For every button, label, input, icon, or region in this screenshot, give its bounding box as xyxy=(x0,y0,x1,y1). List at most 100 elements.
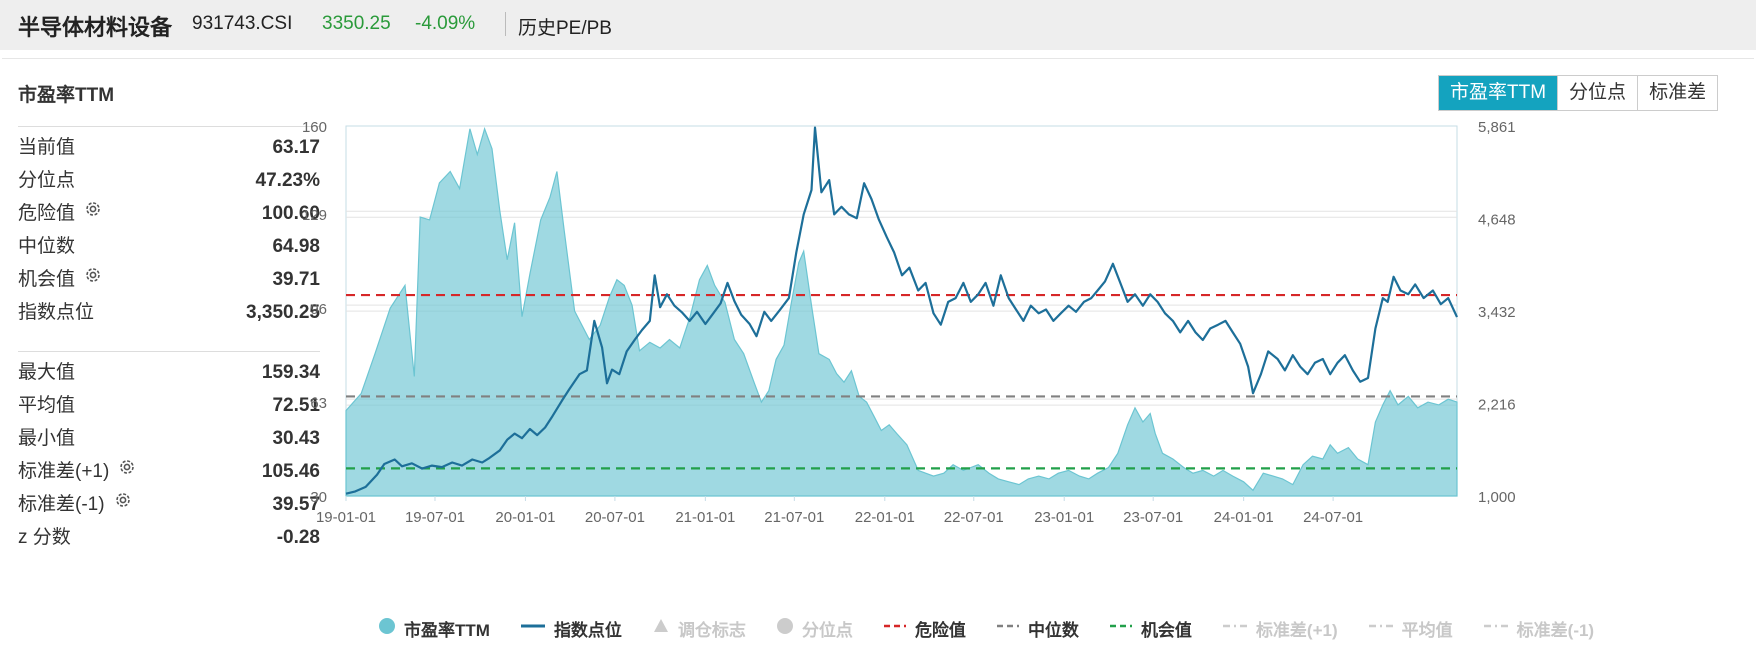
x-tick-label: 22-07-01 xyxy=(944,509,1004,526)
legend-item[interactable]: 中位数 xyxy=(996,616,1079,641)
stat-label: 最小值 xyxy=(18,428,76,449)
legend-dashdot-icon xyxy=(1483,617,1509,640)
x-tick-label: 23-07-01 xyxy=(1123,509,1183,526)
legend-dash-icon xyxy=(1109,617,1133,640)
y-left-tick-label: 63 xyxy=(310,395,327,412)
x-tick-label: 24-07-01 xyxy=(1303,509,1363,526)
legend-dash-icon xyxy=(883,617,907,640)
x-tick-label: 21-07-01 xyxy=(764,509,824,526)
stat-label: 机会值 xyxy=(18,263,103,296)
x-tick-label: 20-07-01 xyxy=(585,509,645,526)
legend-item[interactable]: 调仓标志 xyxy=(652,616,746,641)
y-right-tick-label: 2,216 xyxy=(1478,396,1516,413)
section-title: 市盈率TTM xyxy=(18,85,115,106)
stat-row: 分位点 47.23% xyxy=(18,164,320,197)
legend-item[interactable]: 标准差(-1) xyxy=(1483,616,1594,641)
history-pe-pb-link[interactable]: 历史PE/PB xyxy=(518,18,612,39)
stat-value: 47.23% xyxy=(255,170,320,191)
x-tick-label: 21-01-01 xyxy=(675,509,735,526)
legend-circle-icon xyxy=(776,617,794,640)
legend-label: 市盈率TTM xyxy=(404,620,490,640)
legend-triangle-icon xyxy=(652,617,670,640)
stat-label: 中位数 xyxy=(18,236,76,257)
stat-row: 标准差(-1) 39.57 xyxy=(18,488,320,521)
legend-dashdot-icon xyxy=(1222,617,1248,640)
x-tick-label: 20-01-01 xyxy=(495,509,555,526)
legend-line-icon xyxy=(520,617,546,640)
chart-panel xyxy=(2,58,1754,668)
legend-label: 调仓标志 xyxy=(677,620,746,640)
series-pe-ttm-area xyxy=(345,126,1458,497)
stat-label: 当前值 xyxy=(18,137,76,158)
stat-value: 159.34 xyxy=(261,362,320,383)
settings-gear-icon[interactable] xyxy=(117,455,137,488)
stat-row: 机会值 39.71 xyxy=(18,263,320,296)
stat-value: 105.46 xyxy=(261,461,320,482)
stat-value: 100.60 xyxy=(261,203,320,224)
legend-label: 分位点 xyxy=(801,620,853,640)
legend-label: 中位数 xyxy=(1027,620,1079,640)
legend-item[interactable]: 市盈率TTM xyxy=(378,616,490,641)
x-tick-label: 24-01-01 xyxy=(1214,509,1274,526)
stat-label: 分位点 xyxy=(18,170,76,191)
y-right-tick-label: 3,432 xyxy=(1478,304,1516,321)
stat-label: 危险值 xyxy=(18,197,103,230)
y-right-tick-label: 4,648 xyxy=(1478,211,1516,228)
header-bar: 半导体材料设备 931743.CSI 3350.25 -4.09% 历史PE/P… xyxy=(0,0,1756,50)
stat-row: 最小值 30.43 xyxy=(18,422,320,455)
x-tick-label: 22-01-01 xyxy=(855,509,915,526)
legend-dashdot-icon xyxy=(1368,617,1394,640)
settings-gear-icon[interactable] xyxy=(113,488,133,521)
x-tick-label: 19-01-01 xyxy=(316,509,376,526)
legend-item[interactable]: 平均值 xyxy=(1368,616,1453,641)
legend-item[interactable]: 标准差(+1) xyxy=(1222,616,1338,641)
legend-item[interactable]: 分位点 xyxy=(776,616,853,641)
tab-pe-ttm[interactable]: 市盈率TTM xyxy=(1439,76,1558,110)
y-right-tick-label: 5,861 xyxy=(1478,119,1516,136)
stat-row: 当前值 63.17 xyxy=(18,131,320,164)
legend-label: 危险值 xyxy=(914,620,966,640)
stat-value: 30.43 xyxy=(272,428,320,449)
stats-top-group: 当前值 63.17 分位点 47.23% 危险值 100.60 中位数 64.98 机会值 39.… xyxy=(18,126,320,329)
legend-label: 机会值 xyxy=(1140,620,1192,640)
stat-value: 63.17 xyxy=(272,137,320,158)
stat-row: 平均值 72.51 xyxy=(18,389,320,422)
settings-gear-icon[interactable] xyxy=(83,197,103,230)
stat-value: 64.98 xyxy=(272,236,320,257)
settings-gear-icon[interactable] xyxy=(83,263,103,296)
y-left-tick-label: 30 xyxy=(310,489,327,506)
legend-circle-icon xyxy=(378,617,396,640)
stat-row: 最大值 159.34 xyxy=(18,356,320,389)
stats-divider xyxy=(18,351,320,352)
legend-item[interactable]: 指数点位 xyxy=(520,616,622,641)
stat-value: 39.57 xyxy=(272,494,320,515)
series-index-line xyxy=(345,126,1458,495)
tab-percentile[interactable]: 分位点 xyxy=(1557,76,1638,110)
index-change: -4.09% xyxy=(415,13,476,34)
stat-row: 危险值 100.60 xyxy=(18,197,320,230)
stat-label: 标准差(-1) xyxy=(18,488,133,521)
stats-bottom-group: 最大值 159.34 平均值 72.51 最小值 30.43 标准差(+1) 105.46 标准… xyxy=(18,351,320,554)
tab-std-dev[interactable]: 标准差 xyxy=(1637,76,1718,110)
stat-row: 指数点位 3,350.25 xyxy=(18,296,320,329)
index-code: 931743.CSI xyxy=(192,13,293,34)
stat-label: 最大值 xyxy=(18,362,76,383)
stat-row: 标准差(+1) 105.46 xyxy=(18,455,320,488)
stat-label: 标准差(+1) xyxy=(18,455,137,488)
y-left-tick-label: 96 xyxy=(310,301,327,318)
y-left-tick-label: 129 xyxy=(302,207,327,224)
metric-tabs: 市盈率TTM 分位点 标准差 xyxy=(1438,75,1719,111)
stat-value: -0.28 xyxy=(276,527,320,548)
legend-label: 平均值 xyxy=(1401,620,1453,640)
legend-label: 标准差(+1) xyxy=(1255,620,1338,640)
stat-row: 中位数 64.98 xyxy=(18,230,320,263)
stat-label: 平均值 xyxy=(18,395,76,416)
legend-item[interactable]: 危险值 xyxy=(883,616,966,641)
legend-dash-icon xyxy=(996,617,1020,640)
stat-value: 72.51 xyxy=(272,395,320,416)
stat-label: z 分数 xyxy=(18,527,71,548)
legend-item[interactable]: 机会值 xyxy=(1109,616,1192,641)
stat-label: 指数点位 xyxy=(18,302,95,323)
legend-label: 指数点位 xyxy=(553,620,622,640)
